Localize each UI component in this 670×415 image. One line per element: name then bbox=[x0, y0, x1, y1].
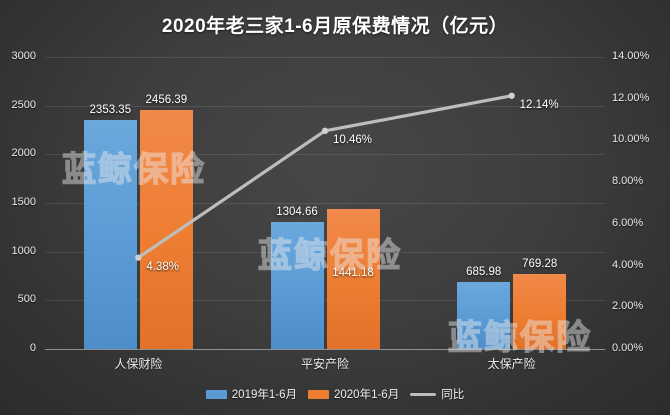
line-point-平安产险[interactable] bbox=[321, 127, 329, 135]
right-axis-tick-label: 0.00% bbox=[612, 342, 644, 354]
chart-legend: 2019年1-6月 2020年1-6月 同比 bbox=[0, 386, 670, 402]
right-axis-tick-label: 6.00% bbox=[612, 216, 644, 229]
bar-平安产险-2019年1-6月[interactable] bbox=[270, 222, 324, 349]
legend-item-2019年1-6月[interactable]: 2019年1-6月 bbox=[205, 386, 297, 402]
right-axis-tick-label: 8.00% bbox=[612, 175, 644, 188]
gridline bbox=[45, 300, 605, 302]
left-axis-tick-label: 3000 bbox=[11, 50, 36, 62]
line-data-label: 4.38% bbox=[146, 260, 179, 273]
left-axis-tick-label: 1500 bbox=[11, 196, 36, 208]
bar-平安产险-2020年1-6月[interactable] bbox=[326, 208, 380, 349]
legend-line-marker bbox=[410, 392, 437, 396]
legend-color-swatch bbox=[205, 389, 227, 399]
legend-label: 同比 bbox=[441, 389, 465, 401]
left-axis-tick-label: 0 bbox=[29, 342, 36, 354]
bar-data-label: 685.98 bbox=[466, 266, 502, 279]
bar-人保财险-2020年1-6月[interactable] bbox=[139, 109, 193, 349]
right-axis-tick-label: 10.00% bbox=[612, 133, 650, 146]
line-point-人保财险[interactable] bbox=[135, 254, 142, 261]
left-axis-tick-label: 500 bbox=[17, 293, 36, 306]
bar-data-label: 2353.35 bbox=[89, 103, 132, 116]
right-axis-tick-label: 4.00% bbox=[612, 258, 644, 271]
bar-data-label: 1304.66 bbox=[276, 206, 318, 218]
bar-data-label: 1441.18 bbox=[332, 266, 374, 279]
line-series-同比 bbox=[135, 92, 515, 261]
left-axis-tick-label: 2000 bbox=[11, 147, 36, 160]
chart-title: 2020年老三家1-6月原保费情况（亿元） bbox=[161, 16, 509, 37]
right-axis-tick-label: 14.00% bbox=[612, 50, 650, 62]
left-axis-tick-label: 1000 bbox=[11, 244, 36, 257]
bar-太保产险-2020年1-6月[interactable] bbox=[513, 274, 567, 349]
gridline bbox=[45, 349, 605, 350]
legend-label: 2020年1-6月 bbox=[334, 389, 400, 401]
category-label-人保财险: 人保财险 bbox=[114, 357, 163, 371]
bar-data-label: 2456.39 bbox=[145, 93, 188, 106]
gridline bbox=[45, 154, 605, 156]
legend-item-同比[interactable]: 同比 bbox=[410, 386, 464, 402]
right-axis-tick-label: 12.00% bbox=[612, 91, 650, 104]
gridline bbox=[45, 105, 605, 107]
category-label-平安产险: 平安产险 bbox=[300, 357, 349, 371]
legend-item-2020年1-6月[interactable]: 2020年1-6月 bbox=[308, 386, 399, 402]
line-point-太保产险[interactable] bbox=[508, 92, 515, 99]
legend-label: 2019年1-6月 bbox=[231, 389, 297, 401]
category-label-太保产险: 太保产险 bbox=[487, 357, 536, 371]
gridline bbox=[45, 251, 605, 253]
gridline bbox=[45, 57, 605, 58]
bar-人保财险-2019年1-6月[interactable] bbox=[83, 119, 137, 349]
gridline bbox=[45, 203, 605, 204]
legend-color-swatch bbox=[308, 389, 329, 399]
left-axis-tick-label: 2500 bbox=[11, 98, 36, 111]
line-data-label: 12.14% bbox=[519, 98, 559, 111]
plot-area: 2353.35 1304.66 685.98 2456.39 1441.18 769.28… bbox=[45, 57, 605, 350]
bar-data-label: 769.28 bbox=[522, 258, 558, 271]
line-data-label: 10.46% bbox=[333, 133, 373, 146]
line-path bbox=[136, 94, 514, 260]
right-axis-tick-label: 2.00% bbox=[612, 300, 644, 313]
bar-太保产险-2019年1-6月[interactable] bbox=[457, 282, 511, 349]
